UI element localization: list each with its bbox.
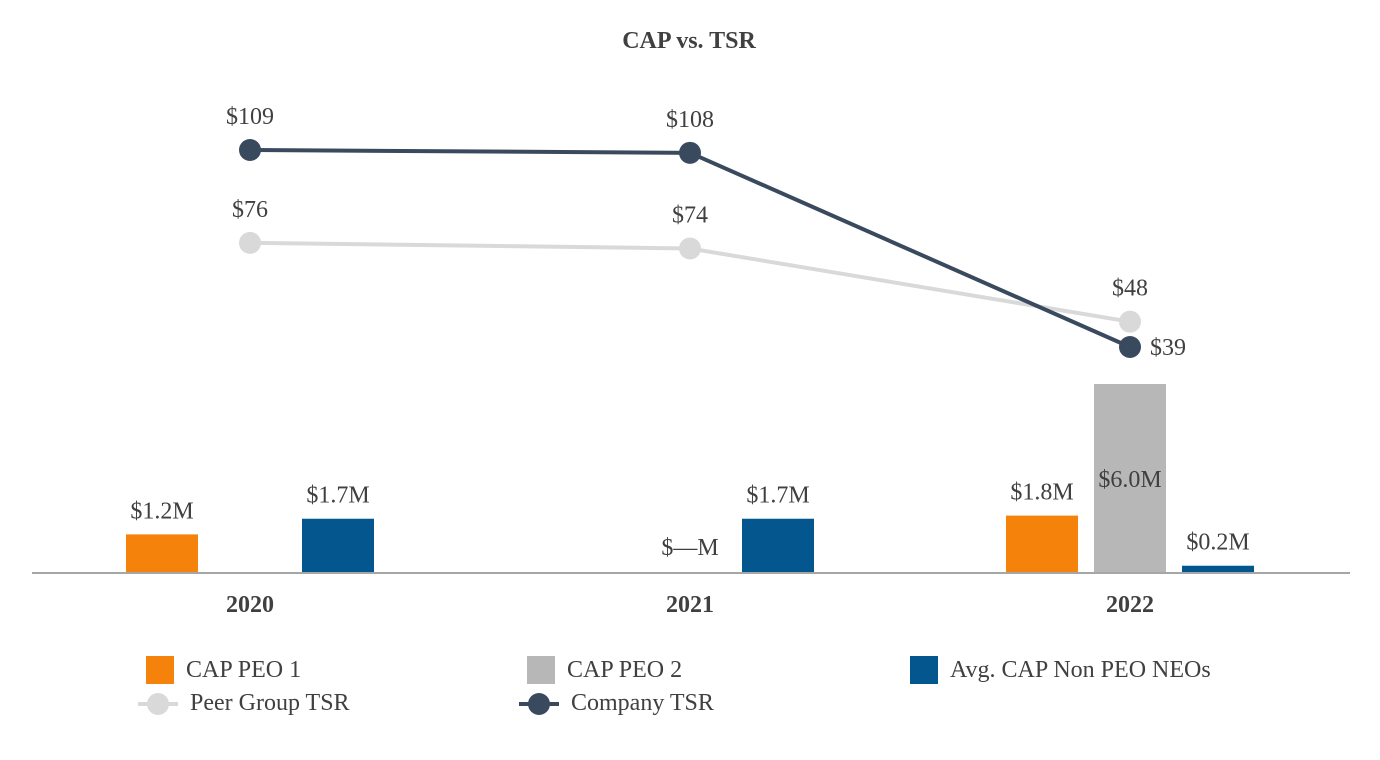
bar-cap-peo-2-2022: [1094, 384, 1166, 572]
point-label-company-tsr-2022: $39: [1150, 335, 1186, 361]
point-label-peer-group-tsr-2021: $74: [672, 203, 708, 229]
bar-avg-cap-non-peo-neos-2022: [1182, 565, 1254, 572]
point-peer-group-tsr-2021: [679, 237, 701, 260]
point-label-peer-group-tsr-2022: $48: [1112, 276, 1148, 302]
bar-label-avg-cap-non-peo-neos-2021: $1.7M: [746, 483, 809, 509]
bar-label-avg-cap-non-peo-neos-2020: $1.7M: [306, 483, 369, 509]
bar-cap-peo-1-2022: [1006, 515, 1078, 572]
point-company-tsr-2020: [239, 139, 261, 161]
point-label-peer-group-tsr-2020: $76: [232, 197, 268, 223]
bar-group: $1.2M $1.8M $—M $6.0M $1.7M $1.7M $0.2M: [126, 384, 1254, 572]
point-peer-group-tsr-2020: [239, 231, 261, 254]
bar-label-cap-peo-2-2021: $—M: [661, 535, 718, 561]
bar-label-cap-peo-1-2020: $1.2M: [130, 498, 193, 524]
point-label-company-tsr-2021: $108: [666, 107, 714, 133]
bar-avg-cap-non-peo-neos-2021: [742, 518, 814, 572]
bar-label-cap-peo-2-2022: $6.0M: [1098, 467, 1161, 493]
chart-title: CAP vs. TSR: [622, 28, 756, 54]
point-company-tsr-2022: [1119, 336, 1141, 358]
bar-label-avg-cap-non-peo-neos-2022: $0.2M: [1186, 530, 1249, 556]
point-company-tsr-2021: [679, 141, 701, 164]
x-tick-label-2022: 2022: [1106, 592, 1154, 618]
line-group: $76 $74 $48 $109 $108 $39: [226, 104, 1186, 361]
bar-label-cap-peo-1-2022: $1.8M: [1010, 480, 1073, 506]
point-peer-group-tsr-2022: [1119, 310, 1141, 333]
x-tick-label-2020: 2020: [226, 592, 274, 618]
bar-avg-cap-non-peo-neos-2020: [302, 518, 374, 572]
point-label-company-tsr-2020: $109: [226, 104, 274, 130]
x-tick-label-2021: 2021: [666, 592, 714, 618]
bar-cap-peo-1-2020: [126, 534, 198, 572]
x-axis-ticks: 2020 2021 2022: [226, 592, 1154, 618]
